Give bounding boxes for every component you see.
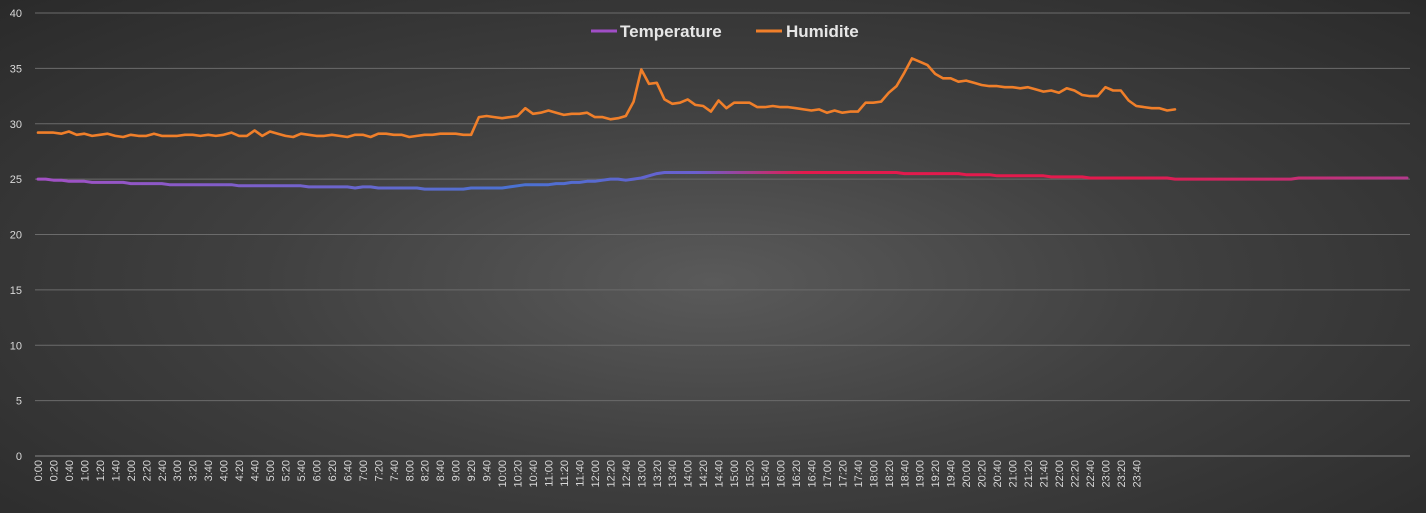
x-tick-label: 1:40 (110, 460, 122, 481)
x-tick-label: 8:20 (420, 460, 432, 481)
legend: Temperature Humidite (591, 22, 859, 41)
x-tick-label: 5:00 (265, 460, 277, 481)
y-axis-tick-labels: 0 5 10 15 20 25 30 35 40 (10, 8, 22, 463)
x-tick-label: 22:40 (1085, 460, 1097, 488)
series-line-humidite (36, 57, 1177, 139)
x-tick-label: 13:20 (652, 460, 664, 488)
x-tick-label: 4:40 (250, 460, 262, 481)
x-tick-label: 8:00 (404, 460, 416, 481)
x-tick-label: 7:40 (389, 460, 401, 481)
x-tick-label: 15:40 (760, 460, 772, 488)
y-tick-label: 30 (10, 119, 22, 131)
x-tick-label: 10:00 (497, 460, 509, 488)
x-tick-label: 0:20 (48, 460, 60, 481)
x-tick-label: 4:20 (234, 460, 246, 481)
x-tick-label: 11:00 (543, 460, 555, 487)
x-tick-label: 13:40 (667, 460, 679, 488)
x-tick-label: 6:00 (311, 460, 323, 481)
x-tick-label: 0:00 (33, 460, 45, 481)
y-tick-label: 25 (10, 174, 22, 186)
x-tick-label: 19:20 (930, 460, 942, 488)
x-tick-label: 1:20 (95, 460, 107, 481)
y-tick-label: 10 (10, 340, 22, 352)
x-tick-label: 2:20 (141, 460, 153, 481)
x-tick-label: 9:40 (482, 460, 494, 481)
x-tick-label: 10:20 (513, 460, 525, 488)
x-tick-label: 20:20 (977, 460, 989, 488)
x-tick-label: 21:00 (1008, 460, 1020, 488)
x-tick-label: 16:40 (806, 460, 818, 488)
y-tick-label: 15 (10, 285, 22, 297)
legend-label-humidite: Humidite (786, 22, 859, 41)
x-tick-label: 16:20 (791, 460, 803, 488)
x-tick-label: 18:20 (884, 460, 896, 488)
x-tick-label: 22:20 (1069, 460, 1081, 488)
x-tick-label: 5:40 (296, 460, 308, 481)
x-tick-label: 3:00 (172, 460, 184, 481)
x-tick-label: 6:20 (327, 460, 339, 481)
x-tick-label: 11:40 (574, 460, 586, 487)
x-tick-label: 7:20 (373, 460, 385, 481)
y-tick-label: 5 (16, 396, 22, 408)
gridlines (35, 12, 1410, 457)
x-tick-label: 20:00 (961, 460, 973, 488)
x-tick-label: 9:00 (451, 460, 463, 481)
x-tick-label: 17:20 (837, 460, 849, 488)
series-line-temperature (36, 171, 1409, 191)
series-lines (36, 57, 1409, 191)
x-tick-label: 3:20 (188, 460, 200, 481)
x-tick-label: 7:00 (358, 460, 370, 481)
x-tick-label: 5:20 (281, 460, 293, 481)
x-tick-label: 19:40 (946, 460, 958, 488)
x-tick-label: 8:40 (435, 460, 447, 481)
x-tick-label: 18:00 (868, 460, 880, 488)
x-tick-label: 22:00 (1054, 460, 1066, 488)
y-tick-label: 20 (10, 230, 22, 242)
x-tick-label: 21:40 (1038, 460, 1050, 488)
legend-label-temperature: Temperature (620, 22, 722, 41)
x-tick-label: 18:40 (899, 460, 911, 488)
x-tick-label: 14:00 (683, 460, 695, 488)
x-tick-label: 23:20 (1116, 460, 1128, 488)
x-tick-label: 9:20 (466, 460, 478, 481)
x-tick-label: 1:00 (79, 460, 91, 481)
x-tick-label: 10:40 (528, 460, 540, 488)
x-tick-label: 16:00 (776, 460, 788, 488)
x-tick-label: 14:40 (714, 460, 726, 488)
x-tick-label: 19:00 (915, 460, 927, 488)
x-tick-label: 3:40 (203, 460, 215, 481)
x-tick-label: 4:00 (219, 460, 231, 481)
x-tick-label: 13:00 (636, 460, 648, 488)
x-tick-label: 12:20 (605, 460, 617, 488)
x-tick-label: 15:20 (745, 460, 757, 488)
x-tick-label: 17:40 (853, 460, 865, 488)
x-tick-label: 2:40 (157, 460, 169, 481)
x-tick-label: 17:00 (822, 460, 834, 488)
y-tick-label: 0 (16, 451, 22, 463)
x-tick-label: 6:40 (342, 460, 354, 481)
x-tick-label: 14:20 (698, 460, 710, 488)
y-tick-label: 35 (10, 63, 22, 75)
x-axis-tick-labels: 0:00 0:20 0:40 1:00 1:20 1:40 2:00 2:20 2:40 3:00… (33, 460, 1143, 488)
x-tick-label: 0:40 (64, 460, 76, 481)
x-tick-label: 21:20 (1023, 460, 1035, 488)
x-tick-label: 12:40 (621, 460, 633, 488)
x-tick-label: 20:40 (992, 460, 1004, 488)
x-tick-label: 11:20 (559, 460, 571, 487)
x-tick-label: 2:00 (126, 460, 138, 481)
y-tick-label: 40 (10, 8, 22, 20)
x-tick-label: 23:40 (1131, 460, 1143, 488)
x-tick-label: 23:00 (1100, 460, 1112, 488)
x-tick-label: 12:00 (590, 460, 602, 488)
x-tick-label: 15:00 (729, 460, 741, 488)
